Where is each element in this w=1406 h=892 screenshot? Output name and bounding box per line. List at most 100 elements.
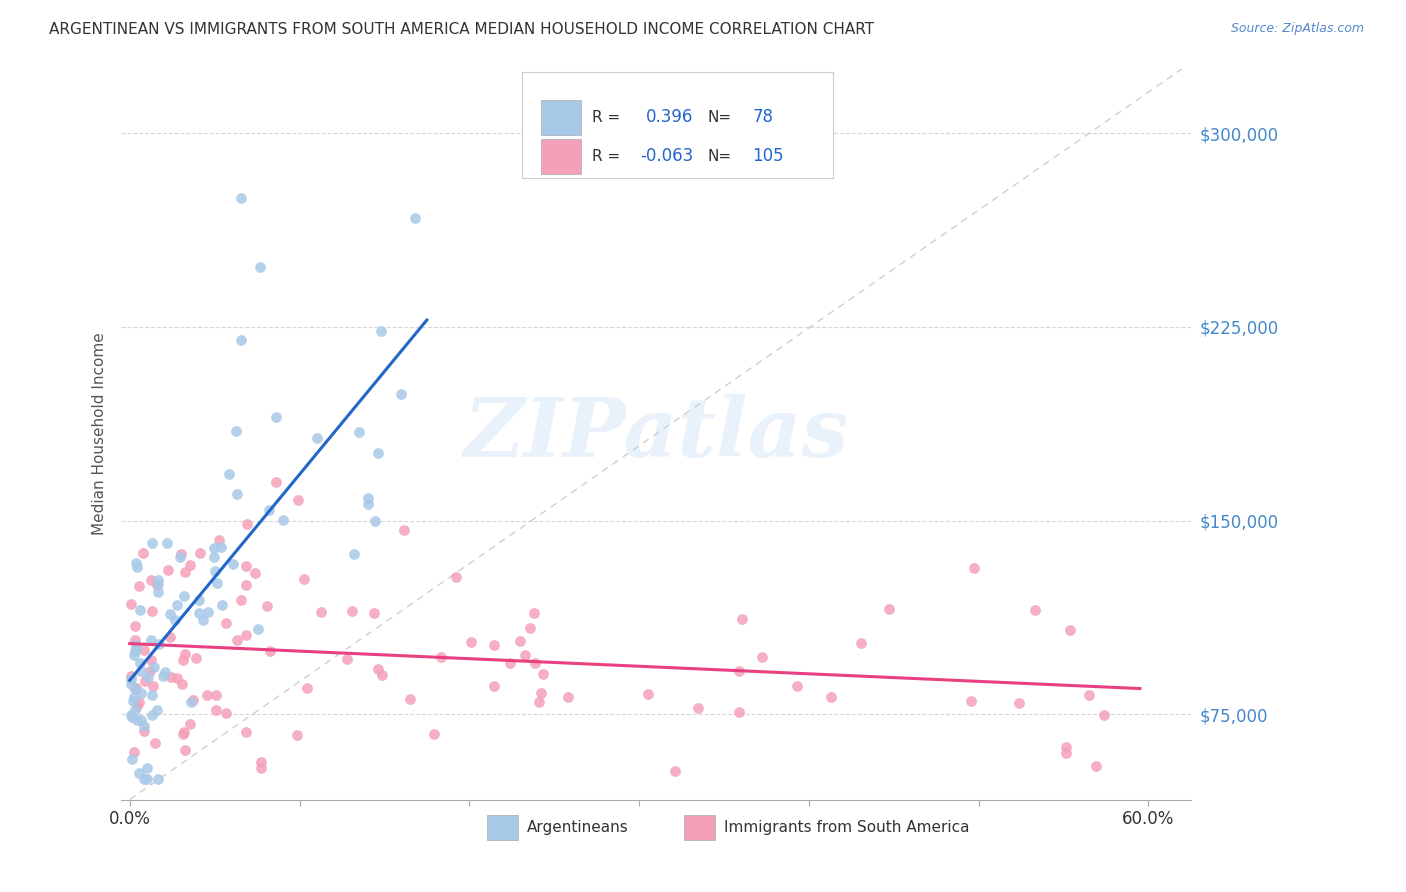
Point [246, 622, 269, 636]
Point [363, 606, 385, 620]
Point [132, 723, 155, 738]
FancyBboxPatch shape [540, 100, 581, 135]
Point [124, 619, 146, 633]
Text: ARGENTINEAN VS IMMIGRANTS FROM SOUTH AMERICA MEDIAN HOUSEHOLD INCOME CORRELATION: ARGENTINEAN VS IMMIGRANTS FROM SOUTH AME… [49, 22, 875, 37]
Text: 0.396: 0.396 [645, 109, 693, 127]
Point [235, 578, 257, 592]
Point [1007, 696, 1029, 710]
Point [125, 681, 148, 695]
Point [392, 523, 415, 537]
Point [142, 659, 165, 673]
Point [637, 687, 659, 701]
Point [125, 559, 148, 574]
Point [243, 566, 266, 580]
Text: Argentineans: Argentineans [527, 820, 628, 835]
Point [173, 590, 195, 604]
Point [120, 708, 142, 723]
FancyBboxPatch shape [523, 72, 832, 178]
Point [124, 703, 146, 717]
Point [156, 535, 179, 549]
Point [169, 549, 191, 564]
Point [820, 690, 842, 704]
Point [1024, 602, 1046, 616]
Point [686, 701, 709, 715]
Point [153, 665, 176, 679]
Text: R =: R = [592, 110, 626, 125]
Point [191, 613, 214, 627]
Point [273, 512, 295, 526]
Point [259, 644, 281, 658]
Text: -0.063: -0.063 [640, 147, 693, 165]
Point [292, 572, 315, 586]
Point [371, 667, 394, 681]
Point [121, 694, 143, 708]
Point [1092, 707, 1115, 722]
Point [152, 669, 174, 683]
Point [728, 664, 751, 678]
Point [141, 688, 163, 702]
Point [122, 648, 145, 662]
Point [1077, 688, 1099, 702]
Point [484, 679, 506, 693]
Point [141, 604, 163, 618]
Point [184, 651, 207, 665]
Point [285, 728, 308, 742]
Point [343, 547, 366, 561]
Text: N=: N= [707, 110, 731, 125]
Point [120, 672, 142, 686]
Point [222, 557, 245, 571]
Point [170, 677, 193, 691]
Point [125, 556, 148, 570]
Point [129, 713, 152, 727]
Point [170, 547, 193, 561]
Text: R =: R = [592, 149, 626, 164]
Point [120, 668, 142, 682]
Point [172, 653, 194, 667]
Point [136, 670, 159, 684]
Point [731, 611, 754, 625]
Point [530, 686, 553, 700]
Point [211, 598, 233, 612]
Point [129, 686, 152, 700]
Point [146, 703, 169, 717]
Point [215, 706, 238, 720]
Point [202, 549, 225, 564]
Point [204, 688, 226, 702]
Point [160, 670, 183, 684]
Point [139, 632, 162, 647]
Point [136, 772, 159, 786]
Point [124, 644, 146, 658]
Point [174, 743, 197, 757]
Point [250, 755, 273, 769]
Point [146, 585, 169, 599]
Point [127, 699, 149, 714]
Point [145, 578, 167, 592]
Point [851, 636, 873, 650]
Point [146, 772, 169, 786]
Point [125, 638, 148, 652]
Point [128, 694, 150, 708]
Point [295, 681, 318, 695]
Point [124, 632, 146, 647]
Point [208, 533, 231, 547]
Point [180, 695, 202, 709]
Point [519, 621, 541, 635]
Point [148, 637, 170, 651]
Point [187, 593, 209, 607]
Point [259, 503, 281, 517]
Point [256, 599, 278, 614]
Point [398, 691, 420, 706]
Point [529, 695, 551, 709]
Point [215, 615, 238, 630]
Point [250, 761, 273, 775]
Text: 105: 105 [752, 147, 785, 165]
Point [877, 601, 900, 615]
Point [195, 688, 218, 702]
FancyBboxPatch shape [540, 138, 581, 174]
Point [1059, 624, 1081, 638]
Point [235, 725, 257, 739]
Text: ZIPatlas: ZIPatlas [464, 394, 849, 474]
Point [236, 517, 259, 532]
Point [482, 638, 505, 652]
Point [128, 579, 150, 593]
